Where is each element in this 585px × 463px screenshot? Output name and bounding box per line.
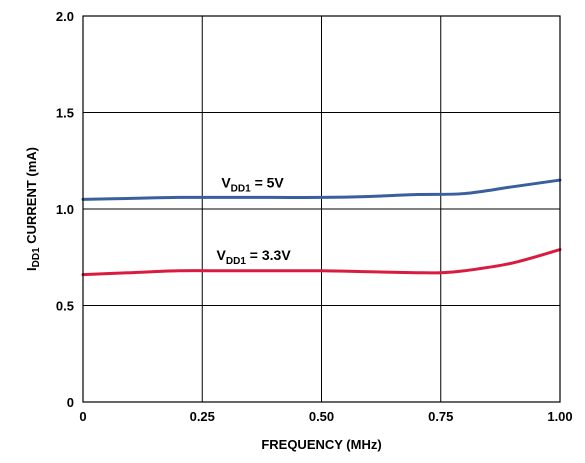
y-axis-title-suffix: CURRENT (mA) [24,147,39,247]
series-line-vdd1-3v3 [81,248,562,277]
x-axis-title: FREQUENCY (MHz) [261,437,381,452]
series-label-prefix: V [217,247,227,263]
y-axis-title-subscript: DD1 [31,247,42,267]
y-tick-label: 0.5 [56,299,74,314]
x-tick-label: 1.00 [547,409,572,424]
x-tick-label: 0 [79,409,86,424]
series-label-suffix: = 5V [251,174,285,190]
x-tick-label: 0.50 [309,409,334,424]
plot-frame [82,15,561,403]
series-label-vdd1-3v3: VDD1 = 3.3V [217,247,292,267]
grid-lines [83,16,560,402]
y-tick-label: 0 [67,395,74,410]
series-label-subscript: DD1 [231,183,251,194]
series-lines [81,178,562,277]
y-tick-label: 1.5 [56,106,74,121]
series-label-vdd1-5v: VDD1 = 5V [221,174,284,194]
y-tick-label: 1.0 [56,202,74,217]
y-axis-title-prefix: I [24,267,39,271]
series-label-subscript: DD1 [226,256,246,267]
x-tick-label: 0.75 [428,409,453,424]
tick-labels: 0 0.25 0.50 0.75 1.00 0 0.5 1.0 1.5 2.0 [56,9,573,424]
x-tick-label: 0.25 [190,409,215,424]
y-tick-label: 2.0 [56,9,74,24]
series-line-vdd1-5v [81,178,562,201]
y-axis-title: IDD1 CURRENT (mA) [24,147,42,271]
series-label-prefix: V [221,174,231,190]
series-label-suffix: = 3.3V [246,247,291,263]
